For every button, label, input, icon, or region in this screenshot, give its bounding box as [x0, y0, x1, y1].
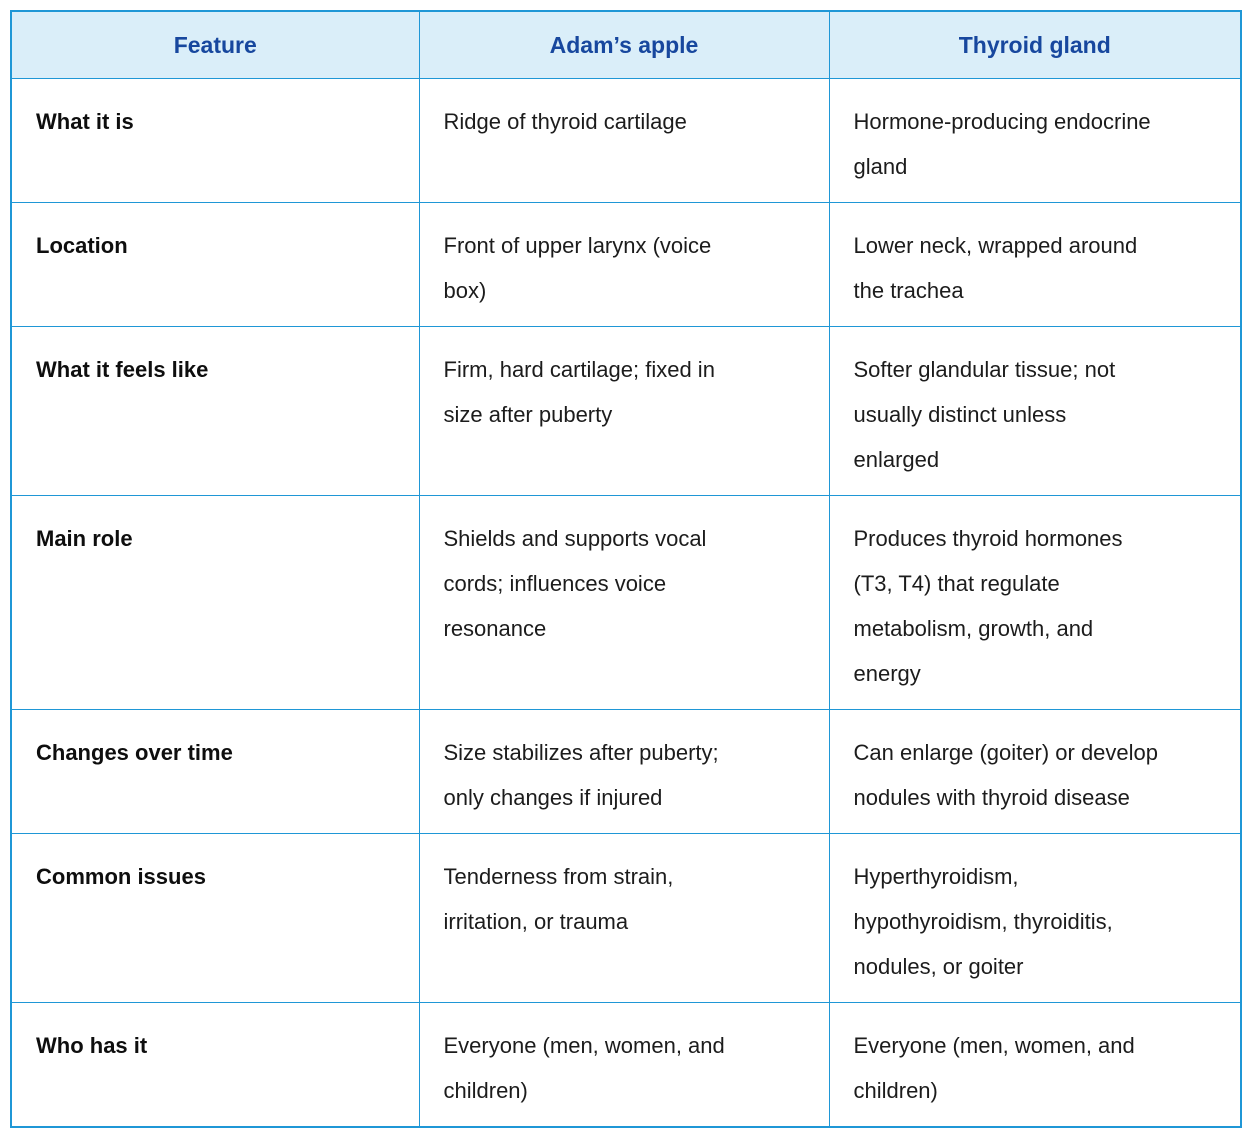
- thyroid-gland-cell: Hormone-producing endocrine gland: [828, 78, 1242, 203]
- feature-cell: Common issues: [10, 833, 420, 1003]
- thyroid-gland-cell: Everyone (men, women, and children): [828, 1002, 1242, 1128]
- thyroid-gland-cell: Lower neck, wrapped around the trachea: [828, 202, 1242, 327]
- feature-cell: Main role: [10, 495, 420, 710]
- table-row: Who has it Everyone (men, women, and chi…: [10, 1002, 1242, 1128]
- column-header-thyroid-gland: Thyroid gland: [828, 10, 1242, 79]
- table-row: Changes over time Size stabilizes after …: [10, 709, 1242, 834]
- table-row: Location Front of upper larynx (voice bo…: [10, 202, 1242, 327]
- table-row: Main role Shields and supports vocal cor…: [10, 495, 1242, 710]
- column-header-adams-apple: Adam’s apple: [418, 10, 830, 79]
- feature-cell: Changes over time: [10, 709, 420, 834]
- thyroid-gland-cell: Can enlarge (goiter) or develop nodules …: [828, 709, 1242, 834]
- adams-apple-cell: Size stabilizes after puberty; only chan…: [418, 709, 830, 834]
- adams-apple-cell: Firm, hard cartilage; fixed in size afte…: [418, 326, 830, 496]
- thyroid-gland-cell: Softer glandular tissue; not usually dis…: [828, 326, 1242, 496]
- table-row: What it is Ridge of thyroid cartilage Ho…: [10, 78, 1242, 203]
- table-row: Common issues Tenderness from strain, ir…: [10, 833, 1242, 1003]
- table-row: What it feels like Firm, hard cartilage;…: [10, 326, 1242, 496]
- adams-apple-cell: Ridge of thyroid cartilage: [418, 78, 830, 203]
- comparison-table: Feature Adam’s apple Thyroid gland What …: [10, 10, 1242, 1128]
- feature-cell: What it feels like: [10, 326, 420, 496]
- adams-apple-cell: Tenderness from strain, irritation, or t…: [418, 833, 830, 1003]
- header-row: Feature Adam’s apple Thyroid gland: [10, 10, 1242, 79]
- feature-cell: What it is: [10, 78, 420, 203]
- column-header-feature: Feature: [10, 10, 420, 79]
- adams-apple-cell: Everyone (men, women, and children): [418, 1002, 830, 1128]
- adams-apple-cell: Front of upper larynx (voice box): [418, 202, 830, 327]
- adams-apple-cell: Shields and supports vocal cords; influe…: [418, 495, 830, 710]
- thyroid-gland-cell: Hyperthyroidism, hypothyroidism, thyroid…: [828, 833, 1242, 1003]
- feature-cell: Location: [10, 202, 420, 327]
- feature-cell: Who has it: [10, 1002, 420, 1128]
- thyroid-gland-cell: Produces thyroid hormones (T3, T4) that …: [828, 495, 1242, 710]
